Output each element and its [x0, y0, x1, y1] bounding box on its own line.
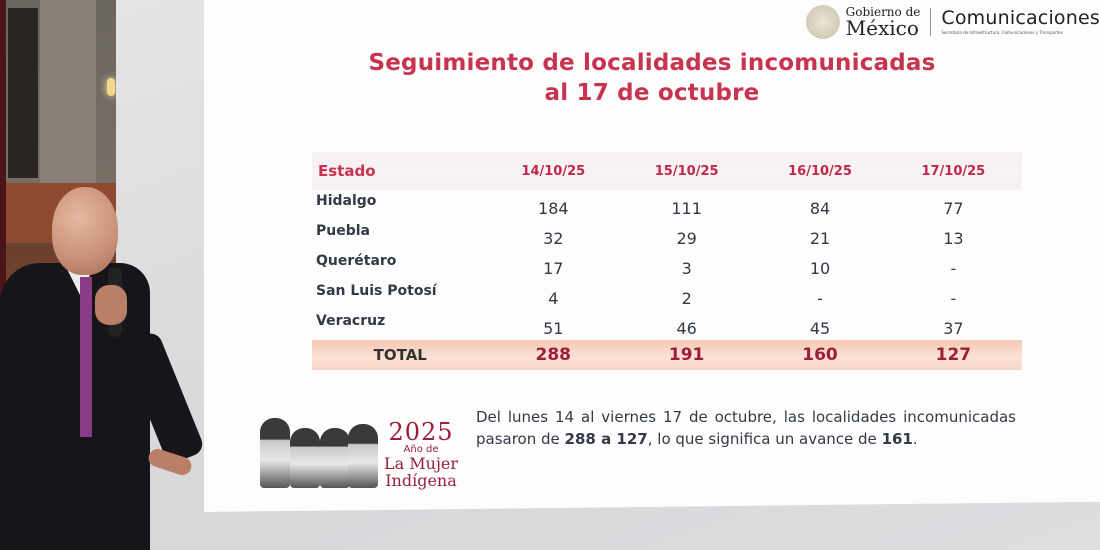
column-header-date: 17/10/25 — [921, 163, 986, 179]
total-cell: 160 — [802, 345, 838, 365]
woman-figure — [290, 428, 320, 488]
note-text: , lo que significa un avance de — [647, 430, 882, 448]
agency-name: Comunicaciones — [941, 7, 1100, 29]
total-cell: 127 — [935, 345, 972, 365]
state-name: San Luis Potosí — [316, 283, 437, 299]
table-cell: 17 — [543, 258, 564, 278]
table-cell: 84 — [809, 198, 831, 218]
window — [8, 8, 38, 178]
slide-title-line2: al 17 de octubre — [544, 80, 760, 106]
table-cell: 51 — [543, 318, 564, 338]
note-text: Del lunes 14 al viernes 17 de octubre, l… — [476, 408, 1016, 448]
presenter-suit — [0, 263, 150, 550]
state-name: Hidalgo — [316, 193, 377, 209]
table-cell: - — [950, 288, 957, 308]
total-cell: 288 — [535, 345, 571, 365]
slide-title: Seguimiento de localidades incomunicadas… — [204, 48, 1100, 108]
agency-subtitle: Secretaría de Infraestructura, Comunicac… — [941, 30, 1063, 35]
table-row: Hidalgo 184 111 84 77 — [312, 190, 1022, 220]
lamp — [107, 78, 115, 96]
header-logos: Gobierno de México Comunicaciones Secret… — [805, 2, 1100, 42]
table-cell: 37 — [943, 318, 964, 338]
table-cell: 45 — [809, 318, 831, 338]
table-cell: 184 — [538, 198, 569, 218]
year-caption: Año de — [403, 444, 439, 455]
total-cell: 191 — [668, 345, 705, 365]
summary-note: Del lunes 14 al viernes 17 de octubre, l… — [476, 406, 1016, 450]
table-cell: 21 — [809, 228, 831, 248]
presenter-head — [52, 187, 118, 275]
table-row: San Luis Potosí 4 2 - - — [312, 280, 1022, 310]
gobierno-line1: Gobierno de — [845, 5, 921, 19]
table-header-row: Estado 14/10/25 15/10/25 16/10/25 17/10/… — [312, 152, 1022, 190]
agency-logo: Comunicaciones Secretaría de Infraestruc… — [941, 9, 1100, 35]
state-name: Puebla — [316, 223, 370, 239]
table-row: Veracruz 51 46 45 37 — [312, 310, 1022, 340]
column-header-estado: Estado — [318, 162, 376, 180]
table-cell: 111 — [671, 198, 702, 218]
logo-divider — [930, 8, 932, 36]
presenter — [0, 185, 206, 550]
presenter-tie — [80, 277, 92, 437]
table-cell: 29 — [676, 228, 697, 248]
note-text: . — [912, 430, 918, 448]
column-header-date: 14/10/25 — [521, 163, 586, 179]
gobierno-logo: Gobierno de México — [846, 6, 921, 38]
table-cell: 32 — [543, 228, 564, 248]
presentation-screen: Gobierno de México Comunicaciones Secret… — [204, 0, 1100, 512]
woman-figure — [260, 418, 290, 488]
table-cell: 10 — [809, 258, 831, 278]
note-bold-progress: 161 — [881, 430, 913, 448]
note-bold-range: 288 a 127 — [564, 430, 648, 448]
table-cell: 13 — [943, 228, 964, 248]
mexico-emblem-icon — [805, 5, 840, 39]
state-name: Veracruz — [316, 313, 386, 329]
year-badge: 2025 Año de La Mujer Indígena — [384, 420, 458, 489]
indigenous-women-illustration — [258, 410, 378, 488]
column-header-date: 15/10/25 — [654, 163, 719, 179]
table-row: Puebla 32 29 21 13 — [312, 220, 1022, 250]
table-row: Querétaro 17 3 10 - — [312, 250, 1022, 280]
table-cell: 4 — [548, 288, 559, 308]
table-cell: - — [817, 288, 823, 308]
table-cell: - — [950, 258, 957, 278]
curtain — [0, 0, 6, 550]
year: 2025 — [388, 418, 454, 446]
table-cell: 77 — [943, 198, 964, 218]
total-label: TOTAL — [373, 346, 427, 364]
table-cell: 46 — [676, 318, 697, 338]
table-cell: 3 — [681, 258, 692, 278]
woman-figure — [348, 424, 378, 488]
table-cell: 2 — [681, 288, 692, 308]
presenter-hand — [95, 285, 127, 325]
woman-figure — [320, 428, 350, 488]
theme-line1: La Mujer — [384, 454, 459, 473]
state-name: Querétaro — [316, 253, 397, 269]
theme-line2: Indígena — [385, 471, 457, 490]
gobierno-line2: México — [845, 16, 919, 40]
pillar — [40, 0, 96, 185]
column-header-date: 16/10/25 — [788, 163, 852, 179]
data-table: Estado 14/10/25 15/10/25 16/10/25 17/10/… — [312, 152, 1022, 370]
slide-title-line1: Seguimiento de localidades incomunicadas — [368, 50, 936, 76]
total-row: TOTAL 288 191 160 127 — [312, 340, 1022, 370]
